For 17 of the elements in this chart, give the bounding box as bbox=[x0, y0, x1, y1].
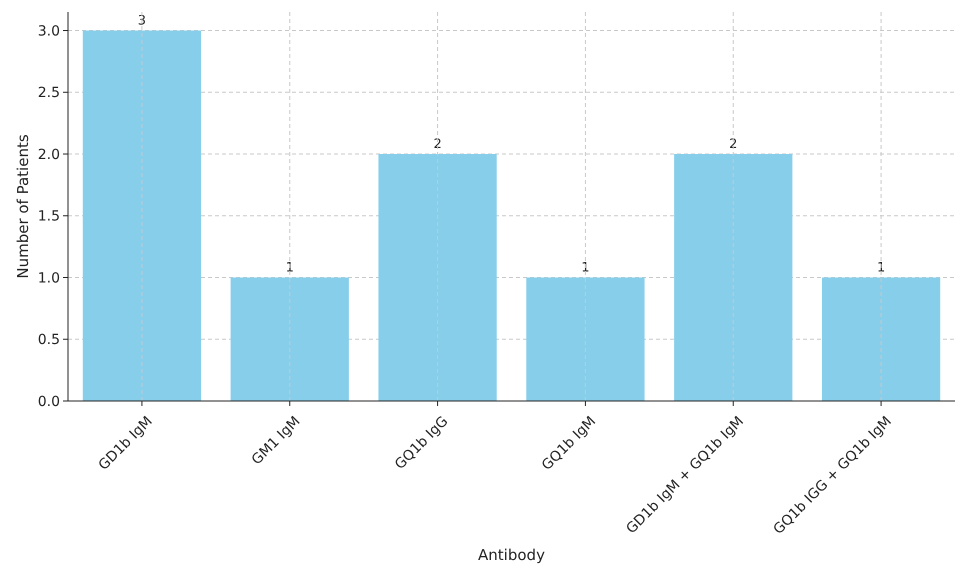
y-tick-label: 0.0 bbox=[38, 394, 60, 410]
data-label: 2 bbox=[433, 137, 442, 152]
y-tick-label: 3.0 bbox=[38, 23, 60, 40]
y-tick-label: 1.0 bbox=[38, 270, 60, 286]
y-tick-label: 2.5 bbox=[38, 85, 60, 102]
bar bbox=[378, 154, 497, 401]
bar bbox=[822, 278, 940, 401]
y-tick-label: 1.5 bbox=[38, 208, 60, 225]
y-axis-title: Number of Patients bbox=[14, 134, 32, 279]
bar bbox=[230, 278, 349, 401]
bar bbox=[674, 154, 792, 401]
y-tick-label: 2.0 bbox=[38, 146, 60, 163]
data-label: 3 bbox=[138, 14, 146, 29]
x-axis-title: Antibody bbox=[478, 546, 546, 564]
bar bbox=[82, 30, 202, 401]
bar bbox=[526, 278, 645, 401]
y-tick-label: 0.5 bbox=[38, 332, 60, 348]
